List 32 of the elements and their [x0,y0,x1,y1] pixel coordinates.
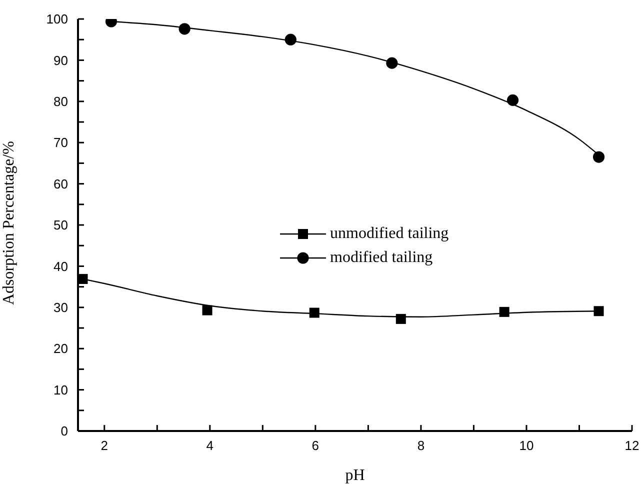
y-tick-label: 70 [54,135,68,150]
point [506,94,519,106]
y-tick-label: 100 [46,12,68,27]
point [592,151,605,163]
y-tick-label: 60 [54,176,68,192]
y-tick-label: 0 [60,424,68,439]
x-tick-label: 6 [312,438,320,454]
x-tick-label: 10 [519,438,534,454]
point [284,34,296,46]
x-tick-label: 8 [417,438,425,454]
legend-label: modified tailing [330,249,433,267]
y-tick-label: 90 [54,52,68,68]
point [78,274,88,284]
y-tick-label: 30 [54,300,68,316]
point [202,305,212,316]
y-tick-label: 80 [54,94,68,110]
x-tick-label: 2 [100,438,108,454]
point [309,308,320,318]
point [594,306,604,316]
x-tick-label: 12 [624,438,640,454]
point [386,57,398,69]
point [396,314,406,324]
y-tick-label: 40 [54,258,68,274]
y-tick-label: 50 [54,218,68,233]
point [499,306,510,317]
x-tick-label: 4 [206,438,214,454]
y-tick-label: 10 [54,382,68,398]
point [178,23,190,35]
y-axis-title: Adsorption Percentage/% [0,141,18,305]
x-axis-title: pH [345,467,366,484]
y-tick-label: 20 [54,341,68,356]
legend-label: unmodified tailing [330,225,449,243]
